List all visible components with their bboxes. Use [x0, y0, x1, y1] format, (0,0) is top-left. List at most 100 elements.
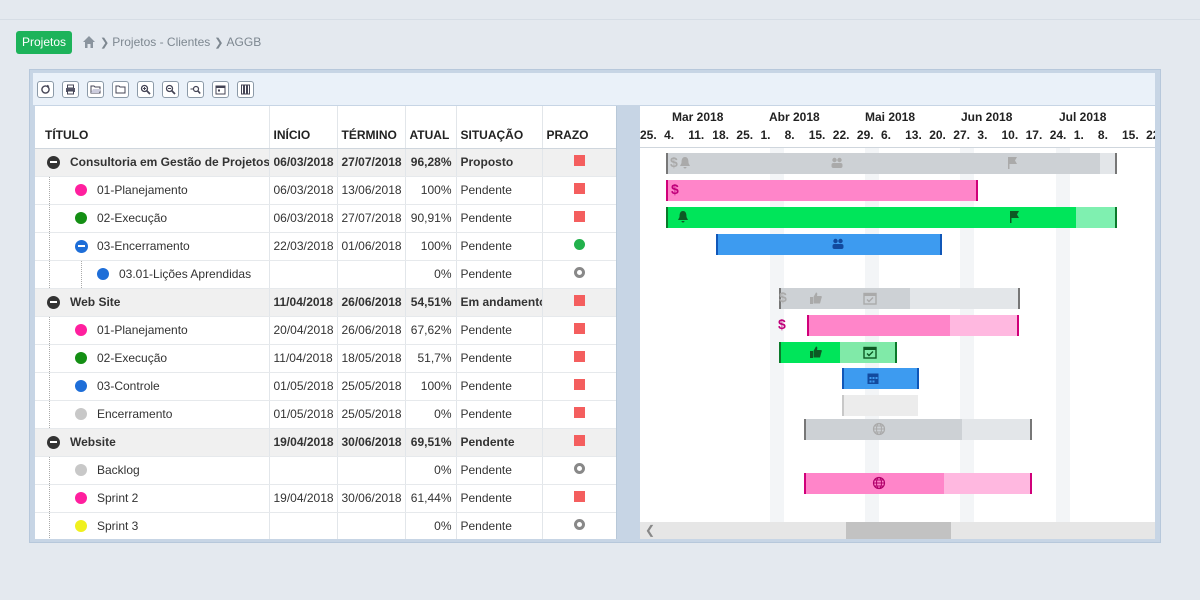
day-label: 10. [1001, 128, 1019, 142]
month-label: Jun 2018 [961, 110, 1013, 124]
day-label: 15. [808, 128, 826, 142]
collapse-icon[interactable] [47, 435, 60, 449]
table-row[interactable]: Web Site 11/04/2018 26/06/2018 54,51% Em an… [35, 288, 616, 317]
dollar-icon: $ [778, 316, 786, 332]
zoom-out-icon[interactable] [162, 80, 179, 98]
calendar-icon [867, 373, 879, 384]
task-table: TÍTULO INÍCIO TÉRMINO ATUAL SITUAÇÃO PRA… [35, 106, 616, 539]
day-label: 24. [1049, 128, 1067, 142]
gantt-header-divider [640, 147, 1155, 148]
flag-icon [1008, 157, 1017, 169]
table-row[interactable]: Encerramento 01/05/2018 25/05/2018 0% Pende… [35, 400, 616, 429]
bar-edge [716, 234, 718, 255]
collapse-icon[interactable] [75, 239, 88, 253]
breadcrumb: Projetos ❯ Projetos - Clientes ❯ AGGB [16, 30, 261, 54]
table-row[interactable]: Website 19/04/2018 30/06/2018 69,51% Penden… [35, 428, 616, 457]
thumbs-up-icon [810, 346, 822, 358]
day-label: 1. [1073, 128, 1084, 142]
month-label: Mai 2018 [865, 110, 916, 124]
col-termino[interactable]: TÉRMINO [337, 106, 406, 149]
gantt-bar[interactable]: $ [666, 180, 978, 201]
table-row[interactable]: Backlog 0% Pendente [35, 456, 616, 485]
bar-edge [779, 342, 781, 363]
gantt-bar[interactable] [804, 419, 1032, 440]
day-label: 18. [712, 128, 729, 142]
calendar-icon[interactable] [212, 80, 229, 98]
table-row[interactable]: 03-Encerramento 22/03/2018 01/06/2018 100%… [35, 232, 616, 261]
late-status-icon [574, 323, 585, 334]
bell-icon [678, 211, 688, 223]
task-grid: TÍTULO INÍCIO TÉRMINO ATUAL SITUAÇÃO PRA… [35, 106, 617, 539]
table-row[interactable]: 02-Execução 11/04/2018 18/05/2018 51,7% Pen… [35, 344, 616, 373]
bar-edge [1017, 315, 1019, 336]
bar-edge [666, 180, 668, 201]
phase-color-icon [75, 492, 87, 504]
day-label: 27. [953, 128, 970, 142]
gantt-bar[interactable] [804, 473, 1032, 494]
chevron-right-icon: ❯ [214, 36, 224, 49]
gantt-bar[interactable] [842, 368, 919, 389]
late-status-icon [574, 491, 585, 502]
horizontal-scrollbar[interactable]: ❮ [640, 522, 1155, 539]
bar-edge [779, 288, 781, 309]
scroll-left-icon[interactable]: ❮ [645, 523, 656, 537]
folder-icon[interactable] [112, 80, 129, 98]
home-icon[interactable] [82, 35, 96, 49]
on-time-status-icon [574, 239, 585, 250]
globe-icon [872, 422, 886, 436]
progress-fill [779, 288, 910, 309]
columns-icon[interactable] [237, 80, 254, 98]
print-icon[interactable] [62, 80, 79, 98]
table-row[interactable]: Sprint 3 0% Pendente [35, 512, 616, 539]
gantt-bar[interactable] [807, 315, 1019, 336]
tree-line [49, 512, 50, 539]
zoom-in-icon[interactable] [137, 80, 154, 98]
weekend-stripe [1056, 148, 1070, 522]
day-label: 15. [1122, 128, 1139, 142]
phase-color-icon [75, 464, 87, 476]
late-status-icon [574, 295, 585, 306]
table-row[interactable]: Consultoria em Gestão de Projetos 06/03/… [35, 148, 616, 177]
progress-fill [807, 315, 950, 336]
col-prazo[interactable]: PRAZO [542, 106, 616, 149]
col-titulo[interactable]: TÍTULO [35, 106, 270, 149]
late-status-icon [574, 379, 585, 390]
not-started-status-icon [574, 519, 585, 530]
dollar-icon: $ [779, 289, 787, 305]
late-status-icon [574, 435, 585, 446]
progress-fill [666, 207, 1076, 228]
collapse-icon[interactable] [47, 155, 60, 169]
table-row[interactable]: 01-Planejamento 06/03/2018 13/06/2018 100%… [35, 176, 616, 205]
gantt-bar[interactable] [779, 342, 897, 363]
bar-edge [842, 368, 844, 389]
projects-button[interactable]: Projetos [16, 30, 73, 54]
tree-line [49, 232, 50, 259]
table-row[interactable]: Sprint 2 19/04/2018 30/06/2018 61,44% Pende… [35, 484, 616, 513]
col-situacao[interactable]: SITUAÇÃO [456, 106, 543, 149]
collapse-icon[interactable] [47, 295, 60, 309]
dollar-icon: $ [670, 154, 678, 170]
col-atual[interactable]: ATUAL [405, 106, 457, 149]
folder-open-icon[interactable] [87, 80, 104, 98]
refresh-icon[interactable] [37, 80, 54, 98]
tree-line [49, 204, 50, 231]
progress-fill [666, 153, 1100, 174]
breadcrumb-item[interactable]: ❯ Projetos - Clientes [100, 35, 211, 49]
gantt-bar[interactable] [716, 234, 942, 255]
late-status-icon [574, 155, 585, 166]
gantt-bar[interactable] [666, 207, 1117, 228]
gantt-bar[interactable]: $ [779, 288, 1020, 309]
table-row[interactable]: 02-Execução 06/03/2018 27/07/2018 90,91% Pe… [35, 204, 616, 233]
table-row[interactable]: 03.01-Lições Aprendidas 0% Pendente [35, 260, 616, 289]
day-label: 11. [688, 128, 705, 142]
table-row[interactable]: 01-Planejamento 20/04/2018 26/06/2018 67,6… [35, 316, 616, 345]
breadcrumb-item[interactable]: ❯ AGGB [214, 35, 262, 49]
table-row[interactable]: 03-Controle 01/05/2018 25/05/2018 100% Pend… [35, 372, 616, 401]
col-inicio[interactable]: INÍCIO [269, 106, 338, 149]
bar-edge [804, 419, 806, 440]
gantt-bar[interactable]: $ [666, 153, 1117, 174]
not-started-status-icon [574, 267, 585, 278]
scrollbar-thumb[interactable] [846, 522, 951, 539]
gantt-bar[interactable] [842, 395, 918, 416]
zoom-fit-icon[interactable] [187, 80, 204, 98]
